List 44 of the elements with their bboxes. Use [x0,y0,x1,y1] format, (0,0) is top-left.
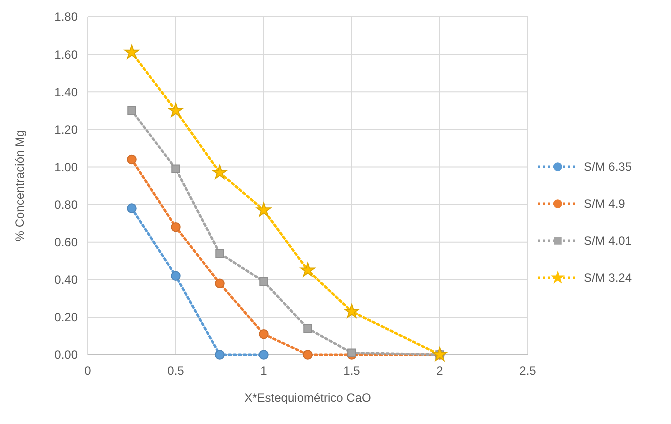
x-tick-label: 2.5 [520,364,537,378]
point [215,350,225,360]
y-tick-label: 1.00 [54,160,78,174]
point [259,329,269,340]
point [348,348,356,358]
point [344,304,360,318]
x-tick-label: 0.5 [168,364,185,378]
y-tick-label: 1.60 [54,48,78,62]
point [172,164,180,174]
legend-label: S/M 3.24 [584,271,632,286]
legend-label: S/M 4.01 [584,234,632,248]
point [304,324,312,334]
point [260,277,268,286]
x-axis-title: X*Estequiométrico CaO [244,391,372,405]
y-axis-title: % Concentración Mg [13,130,27,242]
y-tick-label: 0.00 [54,348,78,362]
y-tick-label: 1.40 [54,85,78,100]
x-tick-label: 2 [436,364,444,378]
x-tick-label: 1 [260,364,268,378]
y-tick-label: 0.80 [54,198,78,212]
y-tick-label: 0.40 [54,273,78,288]
point [256,202,272,217]
legend-label: S/M 4.9 [584,197,626,212]
y-tick-label: 0.60 [54,236,78,250]
legend-label: S/M 6.35 [584,160,632,174]
point [212,165,228,180]
point [216,249,224,258]
point [259,350,269,360]
point [215,278,225,289]
y-tick-label: 1.80 [54,10,78,24]
point [127,204,137,214]
point [124,44,140,60]
point [300,262,316,277]
point [303,350,313,360]
point [127,154,137,165]
y-tick-label: 0.20 [54,310,78,325]
y-tick-label: 1.20 [54,122,78,137]
point [432,347,448,362]
point [171,222,181,232]
x-tick-label: 1.5 [344,364,361,378]
point [128,106,136,116]
point [171,271,181,281]
point [168,103,184,118]
x-tick-label: 0 [84,364,92,378]
